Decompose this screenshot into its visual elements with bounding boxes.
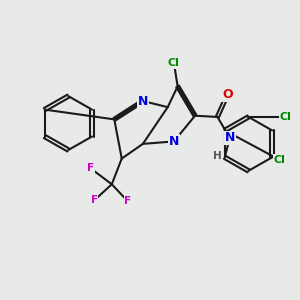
Text: F: F — [87, 164, 94, 173]
Text: N: N — [138, 94, 148, 107]
Text: F: F — [91, 195, 98, 205]
Text: O: O — [222, 88, 232, 101]
Text: F: F — [124, 196, 131, 206]
Text: Cl: Cl — [280, 112, 292, 122]
Text: Cl: Cl — [168, 58, 180, 68]
Text: H: H — [213, 151, 222, 161]
Text: N: N — [169, 135, 179, 148]
Text: Cl: Cl — [274, 155, 285, 165]
Text: N: N — [225, 131, 235, 144]
